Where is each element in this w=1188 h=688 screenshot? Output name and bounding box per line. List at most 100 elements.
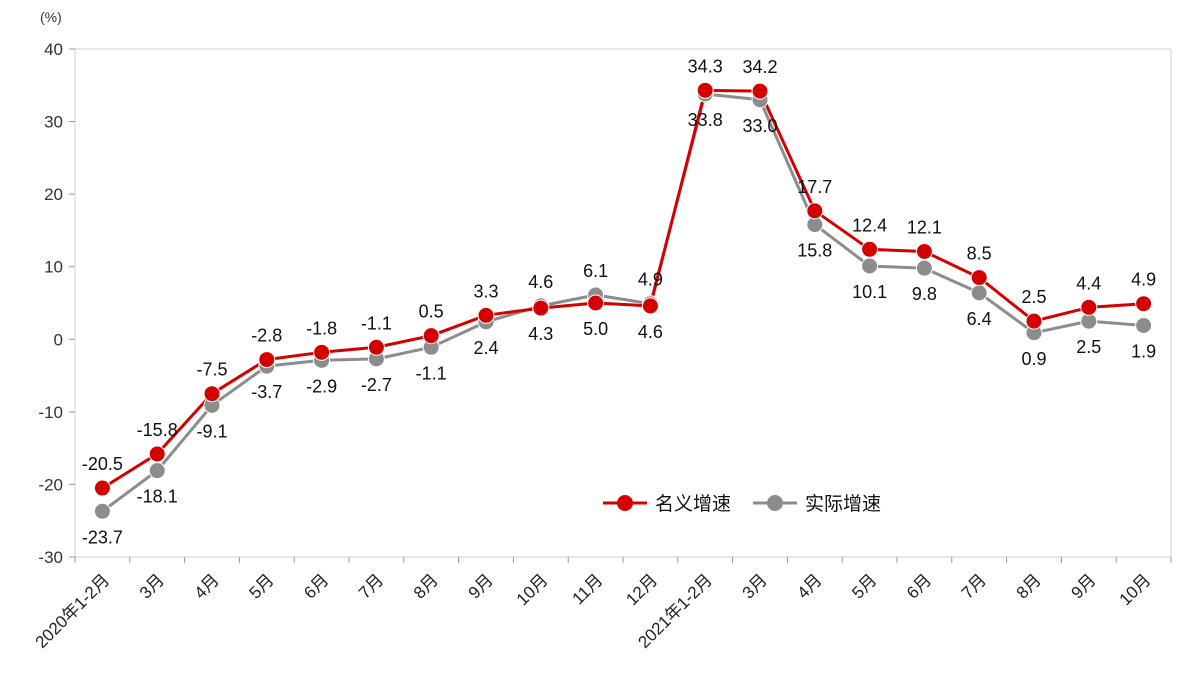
x-tick-label: 8月 bbox=[410, 570, 442, 602]
x-tick-label: 7月 bbox=[355, 570, 387, 602]
data-point-nominal bbox=[422, 327, 440, 345]
x-tick-label: 10月 bbox=[1116, 570, 1155, 609]
data-label-nominal: 17.7 bbox=[797, 177, 832, 197]
data-label-nominal: -15.8 bbox=[137, 420, 178, 440]
series-line-real bbox=[101, 92, 1144, 513]
x-tick-label: 10月 bbox=[513, 570, 552, 609]
x-tick-label: 2020年1-2月 bbox=[32, 570, 114, 652]
data-label-real: 6.1 bbox=[583, 261, 608, 281]
data-point-nominal bbox=[751, 82, 769, 100]
data-point-nominal bbox=[806, 202, 824, 220]
data-label-nominal: -1.1 bbox=[361, 313, 392, 333]
data-label-nominal: 8.5 bbox=[967, 244, 992, 264]
data-point-nominal bbox=[1080, 298, 1098, 316]
y-unit-label: (%) bbox=[40, 9, 62, 25]
data-label-real: -9.1 bbox=[196, 421, 227, 441]
legend-label-real: 实际增速 bbox=[805, 493, 881, 515]
data-point-nominal bbox=[532, 299, 550, 317]
series-layer bbox=[93, 81, 1153, 520]
data-label-nominal: 12.1 bbox=[907, 217, 942, 237]
data-label-real: 2.4 bbox=[473, 338, 498, 358]
data-point-nominal bbox=[696, 81, 714, 99]
data-point-nominal bbox=[367, 338, 385, 356]
y-tick-label: 0 bbox=[54, 330, 63, 349]
x-tick-label: 6月 bbox=[300, 570, 332, 602]
data-label-real: 33.8 bbox=[688, 110, 723, 130]
data-point-nominal bbox=[477, 306, 495, 324]
y-tick-label: 30 bbox=[44, 113, 63, 132]
data-label-real: 1.9 bbox=[1131, 341, 1156, 361]
data-point-nominal bbox=[258, 351, 276, 369]
x-tick-label: 8月 bbox=[1013, 570, 1045, 602]
data-label-real: 4.6 bbox=[528, 272, 553, 292]
data-label-nominal: 4.4 bbox=[1076, 273, 1101, 293]
data-point-real bbox=[861, 257, 879, 275]
series-line-nominal bbox=[101, 88, 1144, 490]
x-tick-label: 3月 bbox=[136, 570, 168, 602]
y-tick-label: 40 bbox=[44, 40, 63, 59]
y-tick-label: -10 bbox=[38, 403, 63, 422]
data-label-real: -1.1 bbox=[416, 363, 447, 383]
data-label-nominal: 34.2 bbox=[742, 57, 777, 77]
data-label-nominal: -1.8 bbox=[306, 318, 337, 338]
data-label-real: -2.7 bbox=[361, 375, 392, 395]
x-tick-label: 9月 bbox=[1067, 570, 1099, 602]
x-tick-label: 9月 bbox=[465, 570, 497, 602]
data-label-nominal: 4.3 bbox=[528, 324, 553, 344]
x-tick-label: 7月 bbox=[958, 570, 990, 602]
data-label-nominal: -7.5 bbox=[196, 360, 227, 380]
data-label-nominal: 0.5 bbox=[419, 302, 444, 322]
data-label-real: 9.8 bbox=[912, 284, 937, 304]
legend-marker-nominal bbox=[617, 495, 633, 511]
data-label-real: 10.1 bbox=[852, 282, 887, 302]
data-point-real bbox=[915, 259, 933, 277]
x-tick-label: 6月 bbox=[903, 570, 935, 602]
data-point-nominal bbox=[203, 385, 221, 403]
data-label-nominal: 34.3 bbox=[688, 56, 723, 76]
data-label-nominal: 3.3 bbox=[473, 281, 498, 301]
data-point-nominal bbox=[587, 294, 605, 312]
data-label-real: 0.9 bbox=[1021, 349, 1046, 369]
data-label-nominal: -20.5 bbox=[82, 454, 123, 474]
data-label-real: 33.0 bbox=[742, 116, 777, 136]
data-point-nominal bbox=[93, 479, 111, 497]
y-tick-label: 20 bbox=[44, 185, 63, 204]
legend-label-nominal: 名义增速 bbox=[655, 493, 731, 515]
data-point-nominal bbox=[970, 269, 988, 287]
data-label-nominal: 4.6 bbox=[638, 322, 663, 342]
legend-marker-real bbox=[767, 495, 783, 511]
data-label-nominal: 2.5 bbox=[1021, 287, 1046, 307]
data-label-nominal: 5.0 bbox=[583, 319, 608, 339]
data-point-nominal bbox=[915, 242, 933, 260]
data-label-nominal: 12.4 bbox=[852, 215, 887, 235]
x-tick-label: 5月 bbox=[245, 570, 277, 602]
x-tick-label: 3月 bbox=[739, 570, 771, 602]
data-label-real: 4.9 bbox=[638, 270, 663, 290]
y-tick-label: -20 bbox=[38, 475, 63, 494]
y-tick-label: 10 bbox=[44, 258, 63, 277]
data-point-nominal bbox=[1135, 295, 1153, 313]
legend: 名义增速 实际增速 bbox=[603, 493, 881, 515]
data-point-real bbox=[148, 462, 166, 480]
x-tick-label: 11月 bbox=[568, 570, 606, 608]
data-point-nominal bbox=[641, 297, 659, 315]
data-label-real: 15.8 bbox=[797, 241, 832, 261]
data-point-nominal bbox=[1025, 312, 1043, 330]
data-label-real: -18.1 bbox=[137, 487, 178, 507]
data-label-real: -3.7 bbox=[251, 382, 282, 402]
data-label-real: -2.9 bbox=[306, 376, 337, 396]
data-label-real: 6.4 bbox=[967, 309, 992, 329]
data-label-nominal: -2.8 bbox=[251, 326, 282, 346]
data-point-nominal bbox=[148, 445, 166, 463]
data-labels: -20.5 -23.7 -15.8 -18.1 -7.5 -9.1 -2.8 -3.7 -1.8… bbox=[82, 56, 1156, 547]
x-tick-label: 4月 bbox=[793, 570, 825, 602]
x-tick-label: 4月 bbox=[191, 570, 223, 602]
x-tick-label: 5月 bbox=[848, 570, 880, 602]
y-tick-label: -30 bbox=[38, 548, 63, 567]
data-label-nominal: 4.9 bbox=[1131, 270, 1156, 290]
data-point-nominal bbox=[861, 240, 879, 258]
data-point-nominal bbox=[313, 343, 331, 361]
data-label-real: -23.7 bbox=[82, 527, 123, 547]
data-point-real bbox=[1135, 316, 1153, 334]
